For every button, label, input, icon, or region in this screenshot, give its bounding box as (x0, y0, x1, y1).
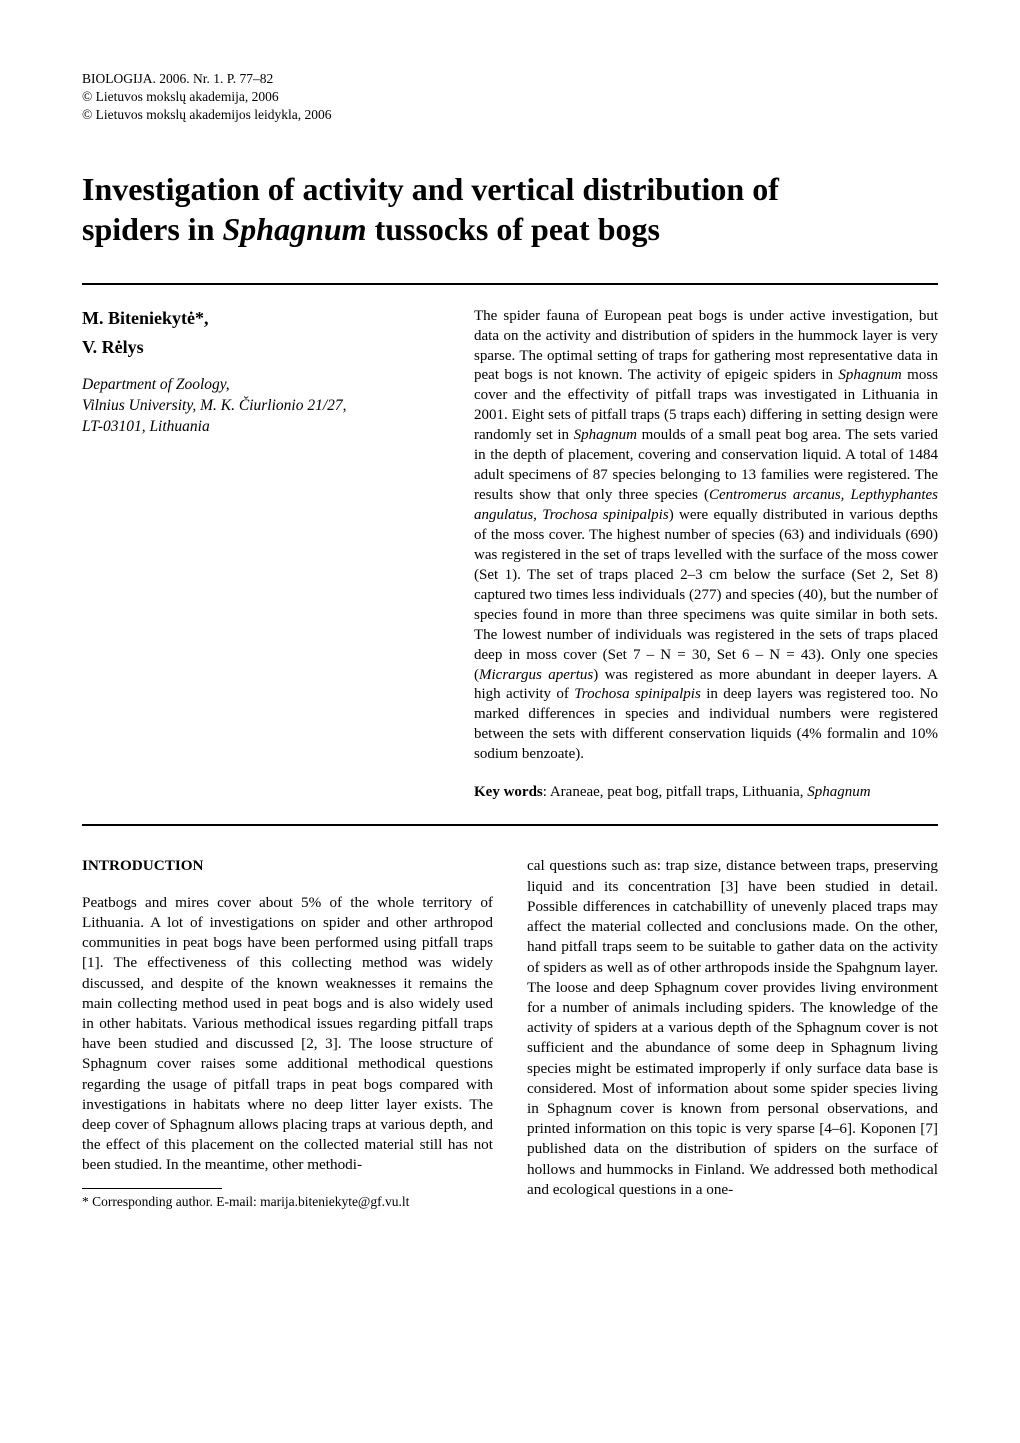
author-name: V. Rėlys (82, 336, 452, 359)
keywords-label: Key words (474, 784, 543, 800)
abstract-italic: Micrargus apertus (479, 667, 593, 683)
body-paragraph: cal questions such as: trap size, distan… (527, 856, 938, 1200)
horizontal-rule (82, 283, 938, 285)
title-line2-post: tussocks of peat bogs (367, 211, 660, 247)
body-columns: INTRODUCTION Peatbogs and mires cover ab… (82, 856, 938, 1210)
affiliation-line: Department of Zoology, (82, 376, 230, 393)
body-column-left: INTRODUCTION Peatbogs and mires cover ab… (82, 856, 493, 1210)
footnote-rule (82, 1188, 222, 1189)
keywords-text: : Araneae, peat bog, pitfall traps, Lith… (543, 784, 808, 800)
meta-block: M. Biteniekytė*, V. Rėlys Department of … (82, 307, 938, 803)
body-paragraph: Peatbogs and mires cover about 5% of the… (82, 893, 493, 1176)
title-line2-italic: Sphagnum (222, 211, 366, 247)
title-line2-pre: spiders in (82, 211, 222, 247)
author-affiliation-block: M. Biteniekytė*, V. Rėlys Department of … (82, 307, 452, 803)
keywords-italic: Sphagnum (807, 784, 870, 800)
journal-line: © Lietuvos mokslų akademija, 2006 (82, 88, 938, 106)
journal-line: BIOLOGIJA. 2006. Nr. 1. P. 77–82 (82, 70, 938, 88)
abstract-text: The spider fauna of European peat bogs i… (474, 307, 938, 766)
abstract-span: ) were equally distributed in various de… (474, 507, 938, 683)
affiliation: Department of Zoology, Vilnius Universit… (82, 375, 452, 438)
abstract-italic: Sphagnum (838, 367, 901, 383)
horizontal-rule (82, 824, 938, 826)
abstract-italic: Trochosa spinipalpis (574, 686, 701, 702)
section-heading: INTRODUCTION (82, 856, 493, 876)
journal-header: BIOLOGIJA. 2006. Nr. 1. P. 77–82 © Lietu… (82, 70, 938, 125)
affiliation-line: LT-03101, Lithuania (82, 418, 210, 435)
title-line1: Investigation of activity and vertical d… (82, 171, 779, 207)
abstract-italic: Sphagnum (574, 427, 637, 443)
article-title: Investigation of activity and vertical d… (82, 169, 938, 249)
body-column-right: cal questions such as: trap size, distan… (527, 856, 938, 1210)
author-name: M. Biteniekytė*, (82, 307, 452, 330)
journal-line: © Lietuvos mokslų akademijos leidykla, 2… (82, 106, 938, 124)
affiliation-line: Vilnius University, M. K. Čiurlionio 21/… (82, 397, 347, 414)
keywords: Key words: Araneae, peat bog, pitfall tr… (474, 783, 938, 802)
footnote: * Corresponding author. E-mail: marija.b… (82, 1193, 493, 1211)
abstract-block: The spider fauna of European peat bogs i… (474, 307, 938, 803)
